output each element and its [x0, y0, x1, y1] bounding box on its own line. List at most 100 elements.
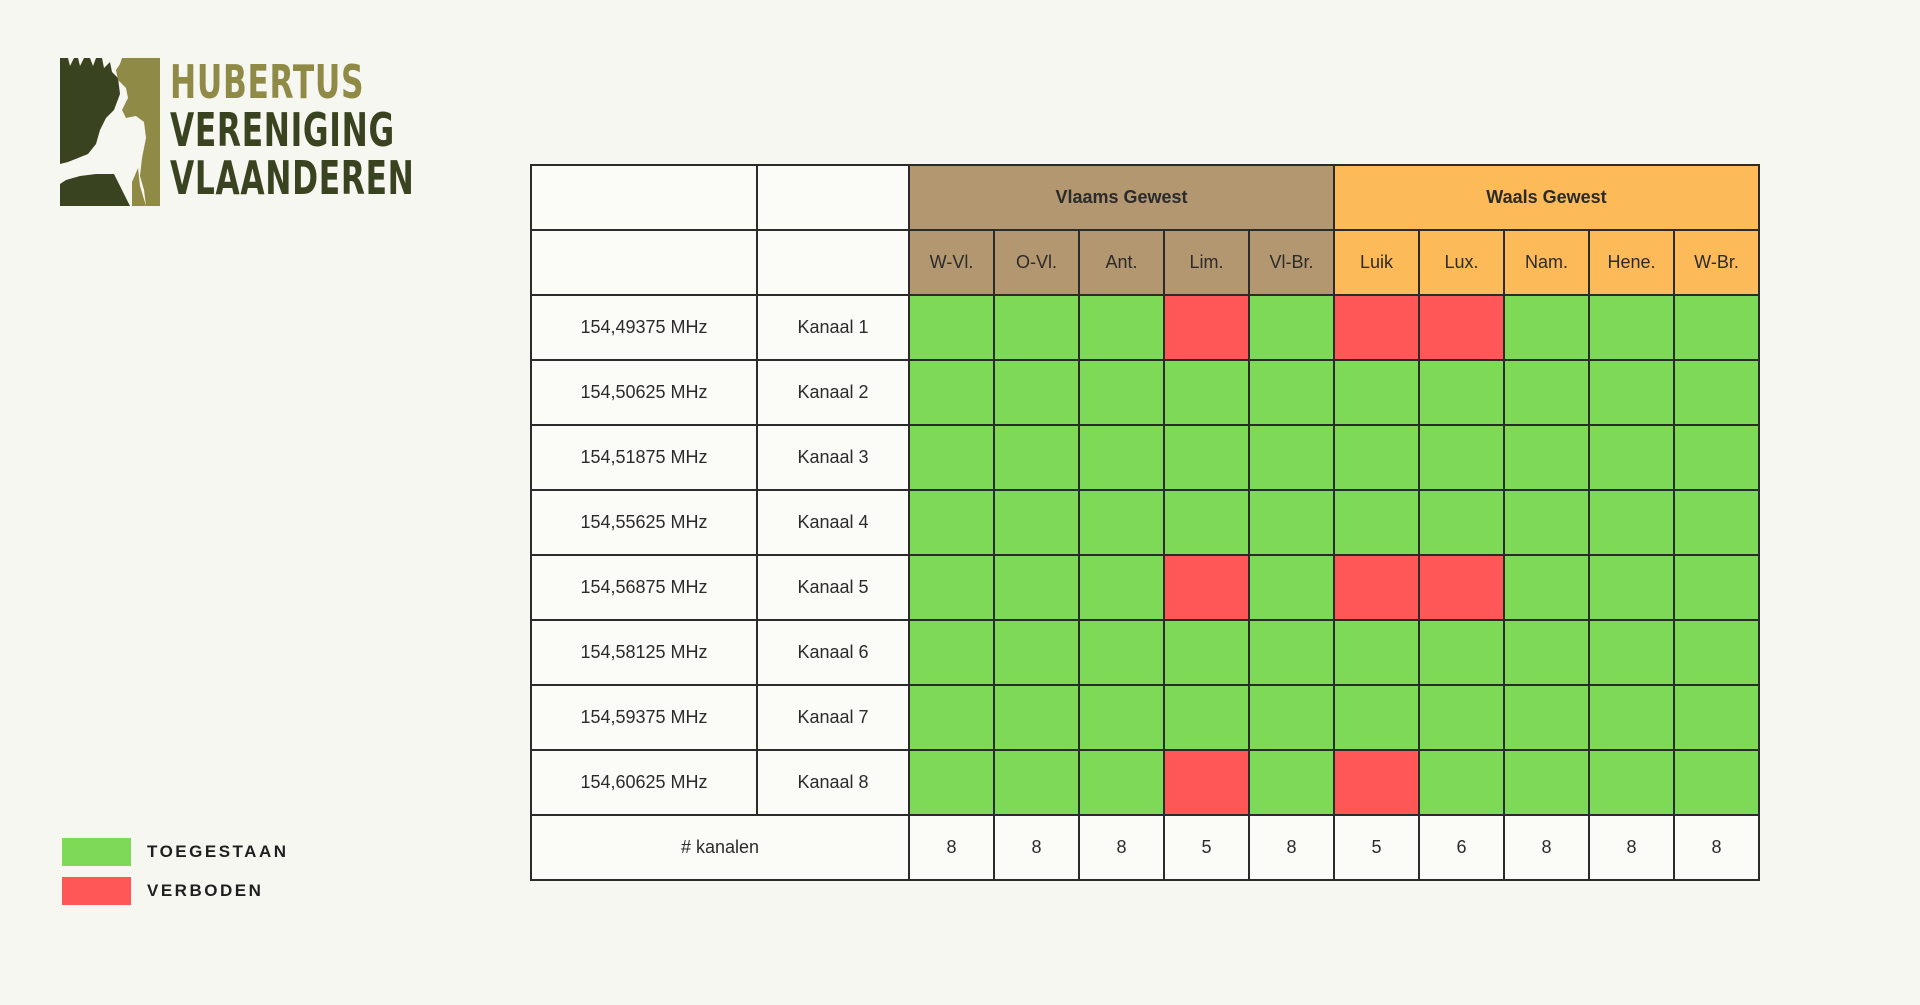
total-cell: 8 — [1248, 814, 1335, 881]
table-row: 154,56875 MHz Kanaal 5 — [530, 554, 1760, 621]
status-cell-forbidden — [1333, 554, 1420, 621]
status-cell-allowed — [1078, 294, 1165, 361]
totals-row: # kanalen 8 8 8 5 8 5 6 8 8 8 — [530, 814, 1760, 881]
legend-label-allowed: TOEGESTAAN — [147, 842, 289, 861]
frequency-cell: 154,56875 MHz — [530, 554, 758, 621]
logo-text-vlaanderen: VLAANDEREN — [170, 151, 415, 205]
status-cell-allowed — [1503, 294, 1590, 361]
status-cell-allowed — [1248, 749, 1335, 816]
status-cell-allowed — [993, 749, 1080, 816]
status-cell-allowed — [993, 294, 1080, 361]
logo-text-vereniging: VERENIGING — [170, 103, 395, 157]
total-cell: 6 — [1418, 814, 1505, 881]
totals-label: # kanalen — [530, 814, 910, 881]
status-cell-allowed — [1333, 489, 1420, 556]
status-cell-forbidden — [1333, 294, 1420, 361]
status-cell-allowed — [993, 359, 1080, 426]
header-empty-cell — [756, 164, 910, 231]
table-row: 154,49375 MHz Kanaal 1 — [530, 294, 1760, 361]
deer-logo-icon — [60, 58, 160, 206]
status-cell-allowed — [993, 489, 1080, 556]
status-cell-allowed — [1333, 424, 1420, 491]
legend-item-allowed: TOEGESTAAN — [62, 838, 289, 866]
status-cell-allowed — [993, 554, 1080, 621]
total-cell: 8 — [1078, 814, 1165, 881]
status-cell-allowed — [1588, 619, 1675, 686]
frequency-cell: 154,51875 MHz — [530, 424, 758, 491]
status-cell-allowed — [1418, 359, 1505, 426]
status-cell-forbidden — [1163, 554, 1250, 621]
status-cell-allowed — [1248, 684, 1335, 751]
status-cell-allowed — [1503, 359, 1590, 426]
region-header: Luik — [1333, 229, 1420, 296]
status-cell-allowed — [1673, 359, 1760, 426]
status-cell-allowed — [908, 294, 995, 361]
region-header: W-Vl. — [908, 229, 995, 296]
status-cell-allowed — [1418, 619, 1505, 686]
status-cell-allowed — [1163, 424, 1250, 491]
status-cell-allowed — [1418, 489, 1505, 556]
status-cell-allowed — [1078, 619, 1165, 686]
total-cell: 8 — [1503, 814, 1590, 881]
status-cell-allowed — [1588, 684, 1675, 751]
frequency-cell: 154,50625 MHz — [530, 359, 758, 426]
status-cell-allowed — [993, 684, 1080, 751]
region-header: Ant. — [1078, 229, 1165, 296]
frequency-cell: 154,55625 MHz — [530, 489, 758, 556]
channel-table: Vlaams Gewest Waals Gewest W-Vl. O-Vl. Ant. L… — [530, 164, 1760, 881]
status-cell-allowed — [1418, 684, 1505, 751]
legend-swatch-forbidden — [62, 877, 131, 905]
status-cell-allowed — [1588, 489, 1675, 556]
status-cell-allowed — [1588, 294, 1675, 361]
status-cell-allowed — [1503, 554, 1590, 621]
status-cell-allowed — [1588, 359, 1675, 426]
status-cell-allowed — [1503, 489, 1590, 556]
region-header: Lim. — [1163, 229, 1250, 296]
total-cell: 8 — [1673, 814, 1760, 881]
status-cell-allowed — [1673, 749, 1760, 816]
header-empty-cell — [756, 229, 910, 296]
channel-cell: Kanaal 1 — [756, 294, 910, 361]
status-cell-allowed — [1078, 749, 1165, 816]
status-cell-allowed — [1163, 619, 1250, 686]
status-cell-allowed — [1248, 619, 1335, 686]
total-cell: 8 — [1588, 814, 1675, 881]
total-cell: 8 — [993, 814, 1080, 881]
region-header-row: W-Vl. O-Vl. Ant. Lim. Vl-Br. Luik Lux. Nam. Hene… — [530, 229, 1760, 296]
group-header-row: Vlaams Gewest Waals Gewest — [530, 164, 1760, 231]
status-cell-allowed — [908, 489, 995, 556]
frequency-cell: 154,58125 MHz — [530, 619, 758, 686]
region-header: Lux. — [1418, 229, 1505, 296]
status-cell-allowed — [1503, 749, 1590, 816]
total-cell: 5 — [1163, 814, 1250, 881]
region-header: W-Br. — [1673, 229, 1760, 296]
status-cell-allowed — [1163, 489, 1250, 556]
status-cell-forbidden — [1163, 294, 1250, 361]
status-cell-allowed — [1503, 684, 1590, 751]
status-cell-forbidden — [1163, 749, 1250, 816]
legend: TOEGESTAAN VERBODEN — [62, 838, 289, 916]
status-cell-allowed — [908, 619, 995, 686]
status-cell-forbidden — [1418, 554, 1505, 621]
status-cell-allowed — [1163, 684, 1250, 751]
channel-cell: Kanaal 7 — [756, 684, 910, 751]
table-row: 154,50625 MHz Kanaal 2 — [530, 359, 1760, 426]
status-cell-allowed — [1078, 554, 1165, 621]
table-row: 154,55625 MHz Kanaal 4 — [530, 489, 1760, 556]
total-cell: 5 — [1333, 814, 1420, 881]
status-cell-allowed — [1248, 424, 1335, 491]
logo-text-hubertus: HUBERTUS — [170, 55, 365, 109]
table-row: 154,51875 MHz Kanaal 3 — [530, 424, 1760, 491]
status-cell-allowed — [1078, 489, 1165, 556]
legend-item-forbidden: VERBODEN — [62, 877, 289, 905]
table-row: 154,58125 MHz Kanaal 6 — [530, 619, 1760, 686]
frequency-cell: 154,49375 MHz — [530, 294, 758, 361]
legend-label-forbidden: VERBODEN — [147, 881, 264, 900]
frequency-cell: 154,60625 MHz — [530, 749, 758, 816]
status-cell-allowed — [1673, 294, 1760, 361]
status-cell-allowed — [993, 424, 1080, 491]
status-cell-allowed — [1333, 359, 1420, 426]
table-row: 154,59375 MHz Kanaal 7 — [530, 684, 1760, 751]
status-cell-allowed — [1418, 749, 1505, 816]
